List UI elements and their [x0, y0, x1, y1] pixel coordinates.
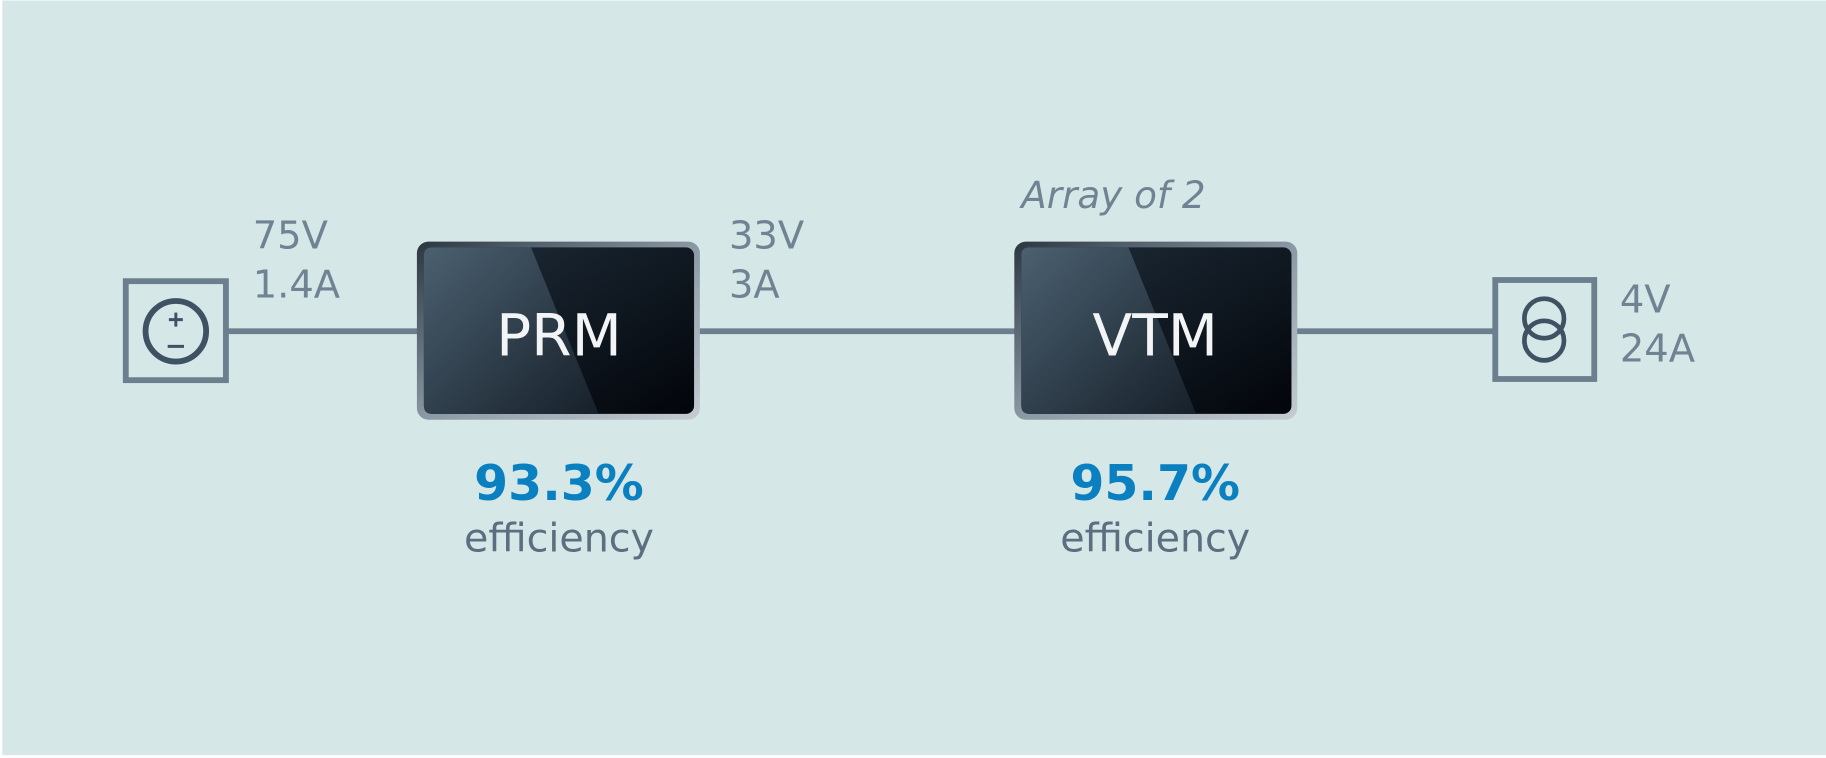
voltage-source [122, 278, 229, 384]
module-label: PRM [496, 302, 622, 370]
module-label: VTM [1092, 302, 1218, 370]
source-current: 1.4A [253, 262, 340, 307]
source-voltage: 75V [253, 214, 328, 259]
efficiency-value: 93.3% [474, 455, 644, 512]
module-note: Array of 2 [1019, 173, 1205, 217]
load-voltage: 4V [1620, 278, 1671, 323]
efficiency-caption: efficiency [1060, 515, 1250, 561]
vtm-module [1014, 241, 1298, 420]
load-current: 24A [1620, 327, 1695, 372]
bus-current: 3A [729, 262, 780, 307]
prm-module [416, 241, 700, 420]
current-load [1492, 277, 1598, 382]
efficiency-value: 95.7% [1070, 455, 1240, 512]
efficiency-caption: efficiency [464, 515, 654, 561]
bus-voltage: 33V [729, 214, 804, 259]
